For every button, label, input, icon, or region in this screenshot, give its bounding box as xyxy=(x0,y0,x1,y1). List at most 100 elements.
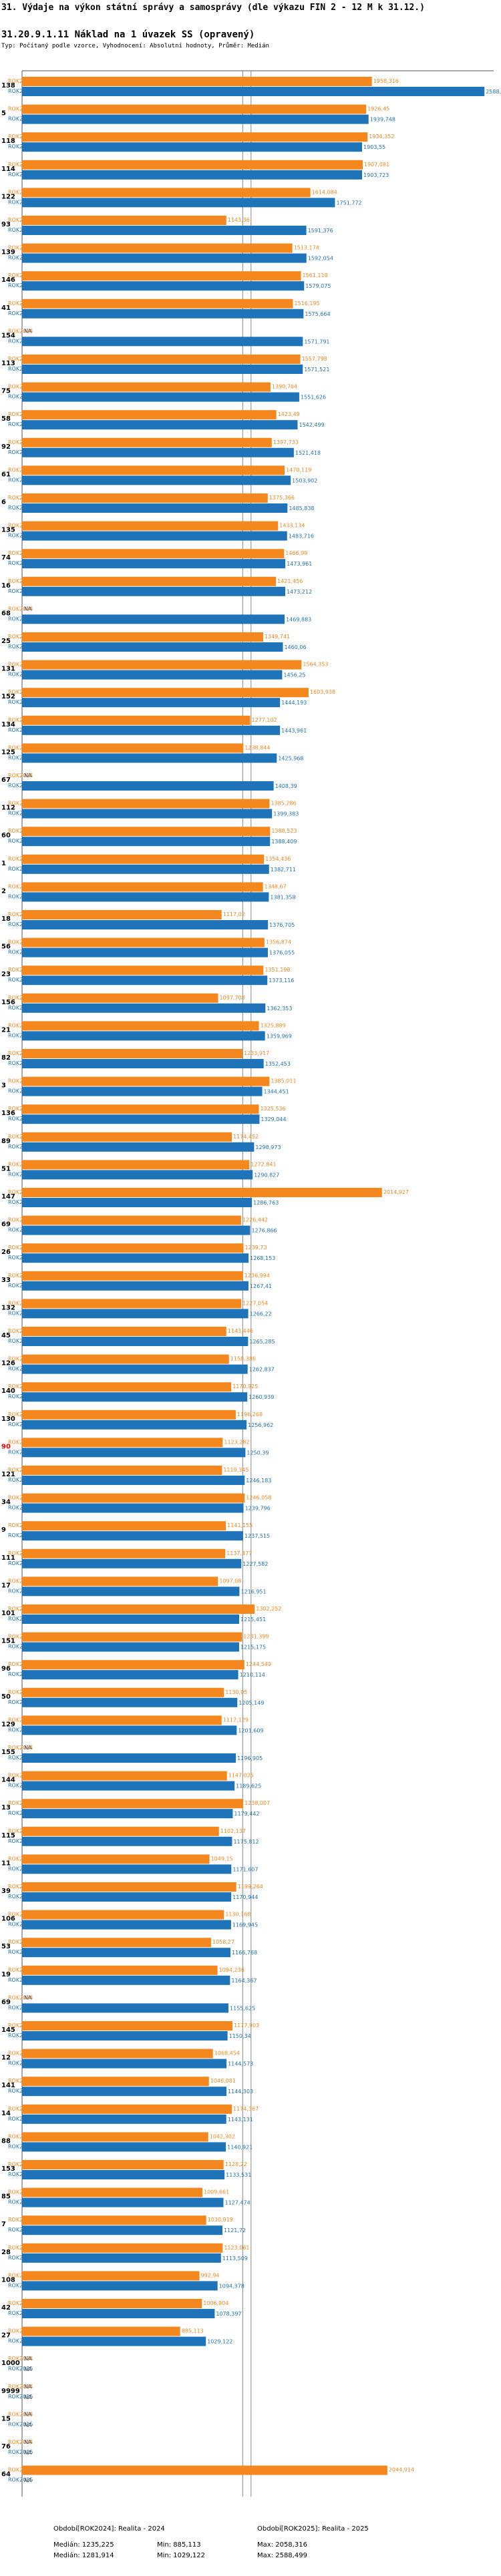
row-id-label: 96 xyxy=(1,1665,11,1673)
row-id-label: 9 xyxy=(1,1526,6,1534)
bar-value-2024: 1958,316 xyxy=(373,78,399,84)
bar-value-2024: NA xyxy=(24,773,32,779)
bar-value-2024: 1058,27 xyxy=(212,1939,234,1945)
row-id-label: 45 xyxy=(1,1332,11,1339)
bar-2025 xyxy=(22,1059,264,1068)
bar-value-2024: 1385,011 xyxy=(271,1078,296,1084)
bar-value-2025: 1399,383 xyxy=(273,811,299,817)
series-label-2024: ROK2024 xyxy=(8,2467,33,2473)
series-label-2025: ROK2025 xyxy=(8,811,33,817)
bar-2024 xyxy=(22,799,270,809)
series-label-2025: ROK2025 xyxy=(8,338,33,344)
bar-value-2025: 1121,72 xyxy=(224,2227,246,2233)
row-id-label: 58 xyxy=(1,415,11,423)
row-id-label: 3 xyxy=(1,1082,6,1090)
series-label-2024: ROK2024 xyxy=(8,1773,33,1779)
series-label-2025: ROK2025 xyxy=(8,755,33,761)
bar-2025 xyxy=(22,1920,231,1930)
series-label-2025: ROK2025 xyxy=(8,1449,33,1455)
series-label-2025: ROK2025 xyxy=(8,1477,33,1483)
row-id-label: 69 xyxy=(1,1221,11,1229)
series-label-2024: ROK2024 xyxy=(8,634,33,640)
bar-value-2025: 1575,664 xyxy=(305,311,330,317)
bar-2024 xyxy=(22,2160,224,2169)
bar-2025 xyxy=(22,2142,226,2152)
series-label-2025: ROK2025 xyxy=(8,672,33,678)
bar-2024 xyxy=(22,1938,212,1948)
bar-value-2025: 1189,625 xyxy=(236,1783,261,1789)
bar-2025 xyxy=(22,1753,236,1763)
bar-value-2025: 1276,866 xyxy=(251,1228,277,1234)
bar-2024 xyxy=(22,1493,245,1503)
bar-value-2025: 1551,626 xyxy=(301,395,326,401)
series-label-2025: ROK2025 xyxy=(8,2199,33,2205)
series-label-2025: ROK2025 xyxy=(8,449,33,455)
row-id-label: 13 xyxy=(1,1804,11,1811)
series-label-2025: ROK2025 xyxy=(8,1727,33,1733)
series-label-2025: ROK2025 xyxy=(8,1866,33,1872)
bar-value-2025: NA xyxy=(24,2478,32,2484)
bar-value-2024: 1516,195 xyxy=(294,300,319,306)
bar-value-2025: 1469,883 xyxy=(286,616,311,622)
bar-2025 xyxy=(22,392,299,402)
bar-value-2024: 1119,345 xyxy=(223,1467,248,1473)
series-label-2025: ROK2025 xyxy=(8,977,33,983)
bar-value-2024: 1561,118 xyxy=(302,272,327,278)
series-label-2024: ROK2024 xyxy=(8,550,33,556)
series-label-2025: ROK2025 xyxy=(8,394,33,400)
bar-value-2025: 1113,509 xyxy=(222,2256,248,2262)
bar-2025 xyxy=(22,753,277,763)
series-label-2024: ROK2024 xyxy=(8,523,33,529)
bar-value-2024: 1097,08 xyxy=(219,1578,241,1584)
bar-value-2024: 1226,442 xyxy=(242,1217,268,1223)
bar-2025 xyxy=(22,1503,244,1513)
bar-value-2024: 1385,286 xyxy=(271,801,296,807)
bar-value-2025: NA xyxy=(24,2450,32,2456)
series-label-2024: ROK2024 xyxy=(8,1522,33,1528)
bar-2024 xyxy=(22,132,368,142)
series-label-2025: ROK2025 xyxy=(8,2421,33,2427)
bar-value-2025: 1751,772 xyxy=(336,200,361,206)
series-label-2025: ROK2025 xyxy=(8,949,33,955)
bar-2025 xyxy=(22,2003,229,2013)
bar-2025 xyxy=(22,1781,235,1791)
series-label-2024: ROK2024 xyxy=(8,801,33,807)
row-id-label: 138 xyxy=(1,82,15,89)
series-label-2025: ROK2025 xyxy=(8,2227,33,2233)
row-id-label: 6 xyxy=(1,499,6,506)
series-label-2024: ROK2024 xyxy=(8,106,33,112)
bar-value-2025: 1456,25 xyxy=(283,672,305,678)
legend-2025-max: Max: 2588,499 xyxy=(257,2552,307,2559)
series-label-2024: ROK2024 xyxy=(8,1661,33,1667)
page-title: 31. Výdaje na výkon státní správy a samo… xyxy=(1,3,425,13)
bar-2025 xyxy=(22,2087,227,2097)
bar-2025 xyxy=(22,1031,265,1041)
bar-2025 xyxy=(22,1809,233,1819)
bar-2024 xyxy=(22,1076,270,1086)
bar-value-2024: 1272,841 xyxy=(251,1161,276,1167)
series-label-2025: ROK2025 xyxy=(8,1227,33,1233)
bar-value-2024: 1196,268 xyxy=(237,1412,263,1418)
row-id-label: 144 xyxy=(1,1777,15,1784)
row-id-label: 74 xyxy=(1,554,11,562)
bar-2025 xyxy=(22,1114,260,1124)
series-label-2024: ROK2024 xyxy=(8,356,33,362)
series-label-2024: ROK2024 xyxy=(8,1189,33,1195)
bar-value-2025: 1903,55 xyxy=(363,144,385,150)
bar-value-2025: 1205,149 xyxy=(238,1700,264,1706)
series-label-2025: ROK2025 xyxy=(8,1171,33,1177)
bar-2024 xyxy=(22,937,265,947)
series-label-2024: ROK2024 xyxy=(8,1689,33,1695)
series-label-2024: ROK2024 xyxy=(8,411,33,417)
bar-value-2024: 1390,764 xyxy=(272,384,297,390)
bar-value-2024: 1433,134 xyxy=(279,523,305,529)
series-label-2024: ROK2024 xyxy=(8,300,33,306)
bar-value-2025: 1265,285 xyxy=(249,1339,275,1345)
bar-value-2024: 1123,282 xyxy=(224,1439,249,1445)
row-id-label: 145 xyxy=(1,2026,15,2034)
bar-value-2024: 1030,919 xyxy=(208,2217,233,2223)
row-id-label: 121 xyxy=(1,1471,15,1478)
bar-value-2024: 1097,708 xyxy=(220,995,245,1001)
bar-2025 xyxy=(22,1586,240,1596)
bar-2025 xyxy=(22,642,283,652)
